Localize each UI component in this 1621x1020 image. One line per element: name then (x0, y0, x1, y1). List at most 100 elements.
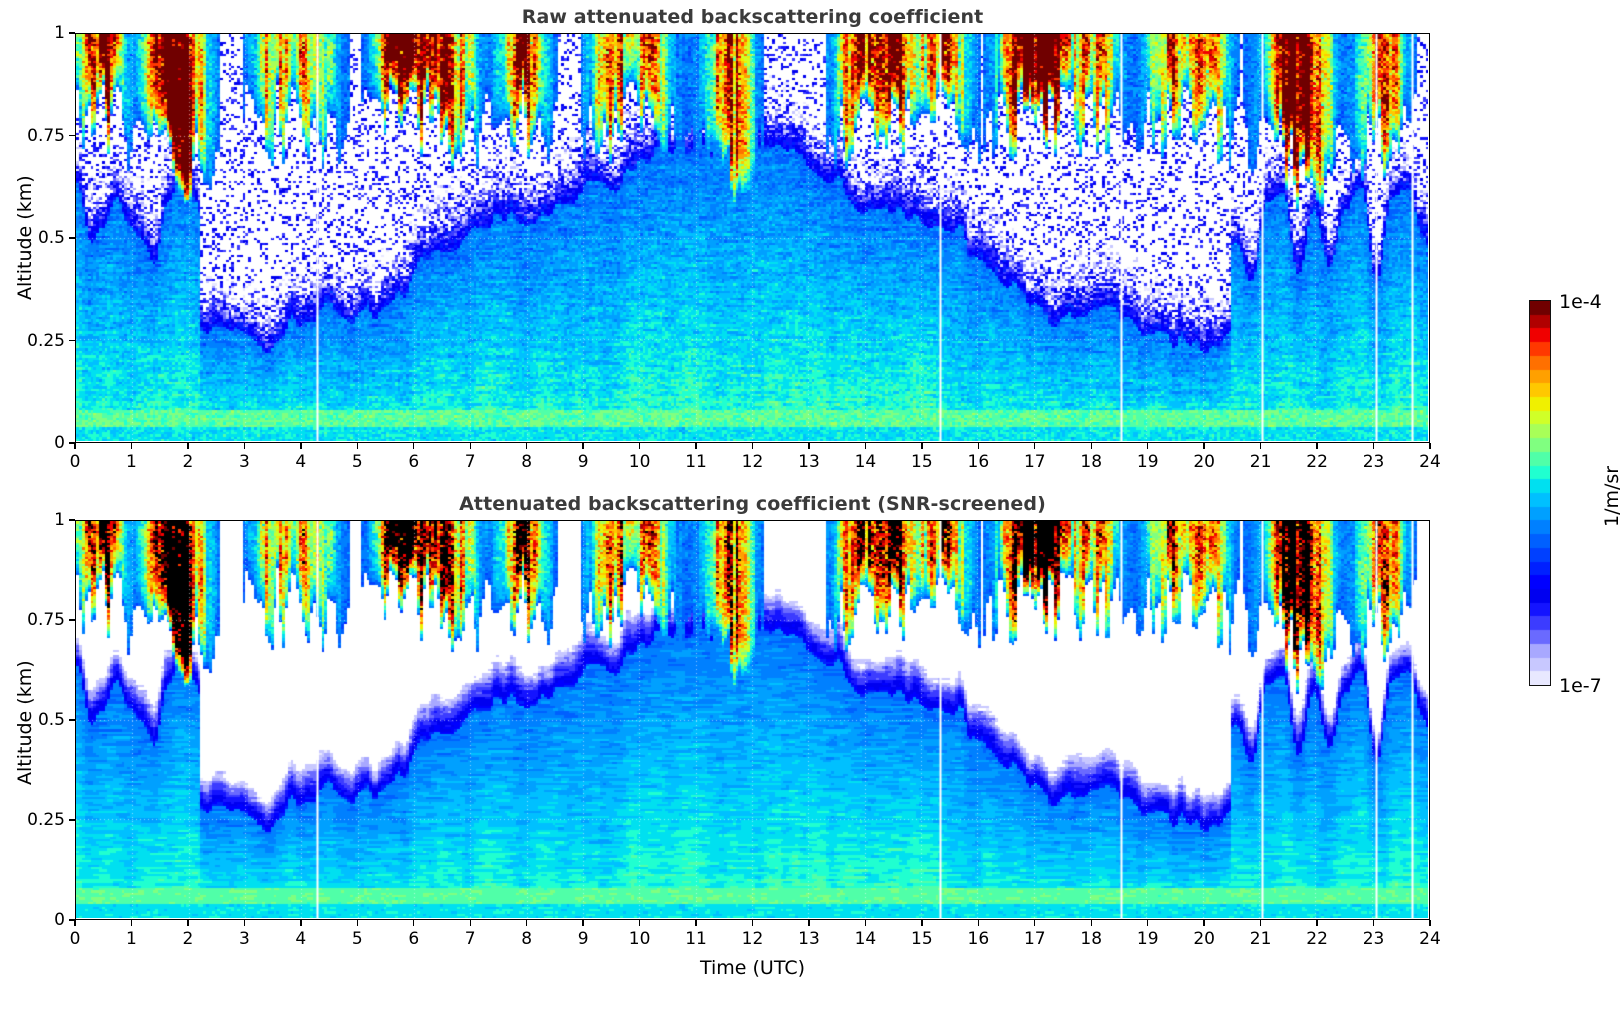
x-tick-label: 3 (238, 929, 250, 949)
y-tickmark (69, 237, 75, 239)
x-tick-label: 22 (1306, 452, 1328, 472)
x-tick-label: 20 (1193, 452, 1215, 472)
y-axis-label-raw: Altitude (km) (14, 175, 36, 300)
x-tick-label: 11 (685, 929, 707, 949)
x-tick-label: 0 (69, 929, 81, 949)
x-tick-label: 13 (798, 929, 820, 949)
x-tick-label: 17 (1023, 452, 1046, 472)
x-tick-label: 1 (126, 452, 137, 472)
x-axis-label: Time (UTC) (699, 957, 806, 979)
x-tick-label: 2 (182, 929, 194, 949)
x-tick-label: 18 (1080, 452, 1103, 472)
x-tickmark (1316, 920, 1318, 926)
x-tickmark (130, 443, 133, 449)
x-tickmark (751, 443, 754, 449)
x-tick-label: 8 (521, 929, 533, 949)
x-tickmark (356, 443, 358, 449)
x-tickmark (695, 443, 697, 449)
x-tickmark (638, 443, 641, 449)
x-tickmark (751, 920, 754, 926)
x-tick-label: 16 (967, 452, 990, 472)
y-tick-label: 1 (54, 23, 65, 43)
x-tick-label: 9 (577, 452, 589, 472)
x-tick-label: 7 (464, 929, 476, 949)
x-tickmark (74, 443, 76, 449)
x-tickmark (921, 443, 923, 449)
y-tickmark (69, 442, 75, 444)
x-tickmark (413, 920, 415, 926)
x-tick-label: 1 (126, 929, 137, 949)
x-tickmark (469, 920, 471, 926)
x-tick-label: 10 (628, 452, 651, 472)
x-tick-label: 4 (295, 929, 307, 949)
x-tickmark (1034, 920, 1036, 926)
x-tick-label: 19 (1136, 452, 1159, 472)
x-tickmark (1147, 443, 1149, 449)
x-tickmark (187, 920, 189, 926)
x-tick-label: 6 (408, 452, 420, 472)
x-tickmark (638, 920, 641, 926)
y-tickmark (69, 519, 75, 521)
x-tickmark (864, 920, 867, 926)
y-tickmark (69, 919, 75, 921)
x-tickmark (469, 443, 471, 449)
x-tick-label: 20 (1193, 929, 1215, 949)
x-tickmark (582, 443, 584, 449)
colorbar-min-label: 1e-7 (1559, 675, 1602, 697)
x-tickmark (243, 443, 246, 449)
x-tickmark (187, 443, 189, 449)
x-tick-label: 21 (1249, 452, 1272, 472)
colorbar-unit-label: 1/m/sr (1601, 465, 1621, 527)
y-tick-label: 0.25 (27, 810, 65, 830)
x-tick-label: 8 (521, 452, 533, 472)
x-tickmark (525, 443, 528, 449)
colorbar-max-label: 1e-4 (1559, 291, 1602, 313)
x-tick-label: 24 (1419, 929, 1441, 949)
y-tickmark (69, 339, 75, 342)
x-tickmark (1090, 920, 1092, 926)
x-tickmark (1203, 443, 1205, 449)
x-tick-label: 11 (685, 452, 707, 472)
x-tickmark (864, 443, 867, 449)
colorbar-canvas (1530, 301, 1550, 685)
colorbar (1529, 300, 1551, 686)
x-tickmark (300, 443, 302, 449)
x-tick-label: 21 (1249, 929, 1272, 949)
x-tickmark (1429, 443, 1431, 449)
x-tick-label: 16 (967, 929, 990, 949)
x-tick-label: 9 (577, 929, 589, 949)
x-tickmark (1259, 443, 1262, 449)
y-tick-label: 0.5 (37, 710, 65, 730)
x-tickmark (130, 920, 133, 926)
x-tick-label: 14 (854, 929, 877, 949)
y-tick-label: 0.75 (27, 125, 65, 146)
x-tick-label: 12 (741, 929, 764, 949)
x-tick-label: 5 (351, 929, 363, 949)
plot-area-screened (75, 520, 1430, 920)
x-tickmark (977, 443, 980, 449)
x-tick-label: 10 (628, 929, 651, 949)
x-tick-label: 6 (408, 929, 420, 949)
x-tickmark (1203, 920, 1205, 926)
x-tick-label: 23 (1362, 452, 1385, 472)
x-tick-label: 15 (911, 929, 933, 949)
x-tickmark (977, 920, 980, 926)
x-tickmark (1147, 920, 1149, 926)
x-tick-label: 2 (182, 452, 194, 472)
y-axis-label-screened: Altitude (km) (14, 660, 36, 785)
y-tick-label: 0.5 (37, 228, 65, 248)
panel-title-screened: Attenuated backscattering coefficient (S… (459, 493, 1046, 515)
x-tickmark (695, 920, 697, 926)
x-tickmark (300, 920, 302, 926)
x-tickmark (808, 443, 810, 449)
y-tick-label: 0 (54, 910, 65, 930)
heatmap-canvas-screened (76, 521, 1428, 918)
x-tickmark (582, 920, 584, 926)
y-tick-label: 0.25 (27, 330, 65, 351)
panel-title-raw: Raw attenuated backscattering coefficien… (521, 6, 984, 28)
x-tickmark (413, 443, 415, 449)
y-tick-label: 0.75 (27, 610, 65, 630)
x-tickmark (1372, 443, 1375, 449)
x-tick-label: 17 (1023, 929, 1046, 949)
x-tickmark (1429, 920, 1431, 926)
